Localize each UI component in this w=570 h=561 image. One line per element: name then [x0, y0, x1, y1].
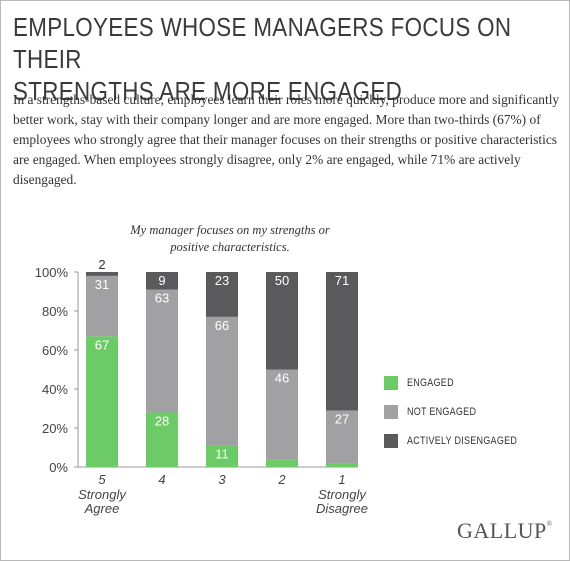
data-label-engaged: 28 [155, 413, 169, 428]
legend-item-engaged: ENGAGED [384, 375, 541, 391]
legend-swatch-engaged [384, 376, 398, 390]
legend-item-actively-disengaged: ACTIVELY DISENGAGED [384, 433, 541, 449]
bar-not-engaged [146, 289, 178, 413]
legend-swatch-actively-disengaged [384, 434, 398, 448]
bar-actively-disengaged [326, 272, 358, 411]
data-label-not-engaged: 27 [335, 411, 349, 426]
title-line-1: EMPLOYEES WHOSE MANAGERS FOCUS ON THEIR [13, 12, 512, 74]
chart-subtitle-line-2: positive characteristics. [170, 240, 290, 254]
data-label-actively-disengaged: 71 [335, 273, 349, 288]
data-label-actively-disengaged: 9 [158, 273, 165, 288]
legend: ENGAGED NOT ENGAGED ACTIVELY DISENGAGED [384, 375, 541, 462]
gallup-logo: GALLUP® [457, 518, 553, 544]
data-label-engaged: 67 [95, 337, 109, 352]
y-tick-label: 80% [42, 304, 68, 319]
bar-engaged [146, 412, 178, 467]
x-tick-sublabel: Strongly [78, 487, 127, 502]
bar-engaged [86, 336, 118, 467]
chart-subtitle: My manager focuses on my strengths or po… [110, 222, 350, 256]
data-label-actively-disengaged: 2 [98, 257, 105, 272]
gallup-logo-text: GALLUP [457, 518, 547, 543]
chart-subtitle-line-1: My manager focuses on my strengths or [130, 223, 330, 237]
bar-actively-disengaged [266, 272, 298, 370]
legend-label-actively-disengaged: ACTIVELY DISENGAGED [407, 435, 518, 447]
x-tick-label: 2 [277, 472, 286, 487]
y-tick-label: 40% [42, 382, 68, 397]
x-tick-label: 1 [338, 472, 345, 487]
bar-engaged [266, 459, 298, 467]
data-label-actively-disengaged: 23 [215, 273, 229, 288]
bar-actively-disengaged [86, 272, 118, 276]
data-label-not-engaged: 46 [275, 371, 289, 386]
bar-actively-disengaged [206, 272, 238, 317]
data-label-not-engaged: 66 [215, 318, 229, 333]
page-title: EMPLOYEES WHOSE MANAGERS FOCUS ON THEIR … [13, 11, 555, 107]
data-label-not-engaged: 63 [155, 291, 169, 306]
y-tick-label: 100% [35, 265, 69, 280]
y-tick-label: 0% [49, 460, 68, 475]
x-tick-label: 3 [218, 472, 226, 487]
legend-label-not-engaged: NOT ENGAGED [407, 406, 477, 418]
registered-mark: ® [546, 520, 553, 528]
bar-engaged [206, 445, 238, 467]
title-line-2: STRENGTHS ARE MORE ENGAGED [13, 76, 403, 106]
y-tick-label: 20% [42, 421, 68, 436]
bar-actively-disengaged [146, 272, 178, 290]
x-tick-sublabel: Disagree [316, 501, 368, 516]
bar-not-engaged [326, 410, 358, 464]
x-tick-label: 5 [98, 472, 106, 487]
data-label-engaged: 11 [215, 447, 229, 462]
x-tick-sublabel: Agree [84, 501, 120, 516]
bar-not-engaged [266, 369, 298, 460]
intro-paragraph: In a strengths-based culture, employees … [13, 92, 560, 187]
bar-engaged [326, 463, 358, 467]
legend-item-not-engaged: NOT ENGAGED [384, 404, 541, 420]
legend-swatch-not-engaged [384, 405, 398, 419]
y-tick-label: 60% [42, 343, 68, 358]
x-tick-sublabel: Strongly [318, 487, 367, 502]
data-label-not-engaged: 31 [95, 277, 109, 292]
data-label-actively-disengaged: 50 [275, 273, 289, 288]
bar-not-engaged [206, 316, 238, 446]
legend-label-engaged: ENGAGED [407, 377, 454, 389]
x-tick-label: 4 [158, 472, 165, 487]
bar-not-engaged [86, 275, 118, 337]
